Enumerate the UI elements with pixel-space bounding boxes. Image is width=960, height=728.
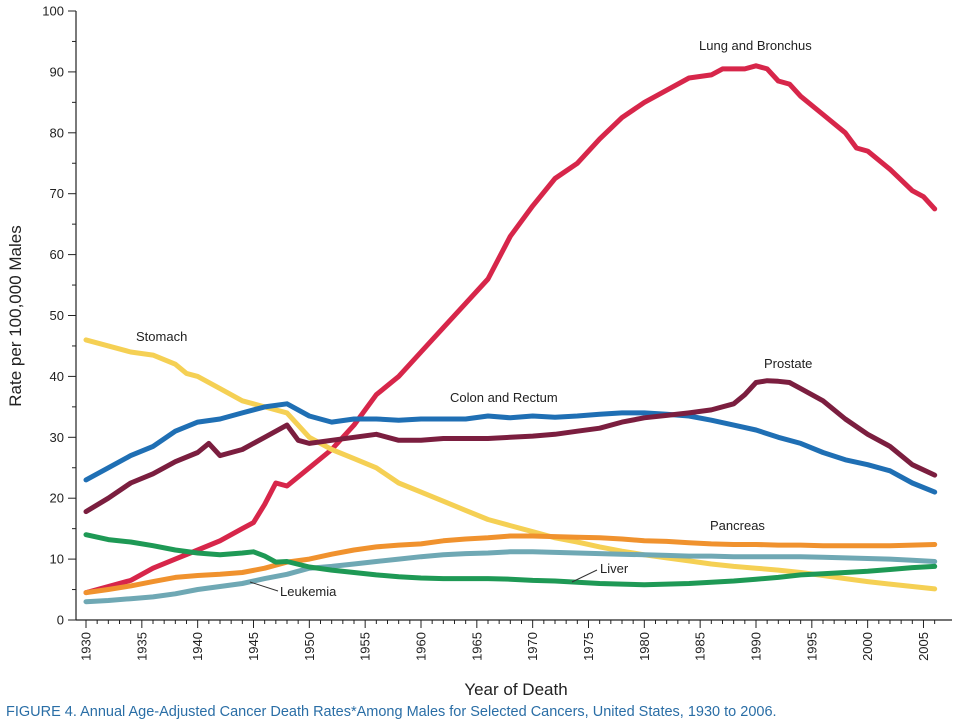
y-axis: 0 10 20 30 40 50 60 70 80 90 100 <box>42 4 77 628</box>
leukemia-leader-line <box>249 581 279 592</box>
x-tick-label: 1955 <box>358 632 373 661</box>
x-tick-label: 1990 <box>748 632 763 661</box>
x-tick-label: 1960 <box>413 632 428 661</box>
y-tick-label: 50 <box>50 308 64 323</box>
y-tick-label: 20 <box>50 491 64 506</box>
series-line-pancreas <box>83 533 938 596</box>
series-lines <box>83 63 938 605</box>
y-tick-label: 80 <box>50 125 64 140</box>
series-line-stomach <box>83 337 938 592</box>
x-tick-label: 1985 <box>693 632 708 661</box>
series-label-pancreas: Pancreas <box>710 518 765 533</box>
y-tick-label: 10 <box>50 552 64 567</box>
x-tick-label: 2000 <box>860 632 875 661</box>
y-tick-label: 0 <box>57 613 64 628</box>
series-label-leukemia: Leukemia <box>280 584 337 599</box>
x-tick-label: 1930 <box>79 632 94 661</box>
series-line-colon-and-rectum <box>83 401 938 495</box>
x-tick-label: 1940 <box>190 632 205 661</box>
y-tick-label: 90 <box>50 64 64 79</box>
x-tick-label: 1975 <box>581 632 596 661</box>
series-labels: Lung and Bronchus Stomach Colon and Rect… <box>136 38 812 599</box>
liver-leader-line <box>571 569 598 583</box>
y-axis-title: Rate per 100,000 Males <box>6 225 25 406</box>
figure-caption: FIGURE 4. Annual Age-Adjusted Cancer Dea… <box>6 704 777 720</box>
series-line-leukemia <box>83 532 938 588</box>
series-line-lung-and-bronchus <box>83 63 938 596</box>
y-tick-label: 40 <box>50 369 64 384</box>
x-tick-label: 1970 <box>525 632 540 661</box>
x-tick-label: 1950 <box>302 632 317 661</box>
x-tick-label: 1945 <box>246 632 261 661</box>
x-tick-label: 1980 <box>637 632 652 661</box>
x-axis: 1930 1935 1940 1945 1950 1955 1960 1965 1970 1975… <box>76 619 952 661</box>
series-line-liver <box>83 549 938 605</box>
x-tick-label: 2005 <box>916 632 931 661</box>
x-tick-label: 1935 <box>134 632 149 661</box>
label-leader-lines <box>249 569 598 592</box>
x-tick-label: 1965 <box>469 632 484 661</box>
series-label-lung-and-bronchus: Lung and Bronchus <box>699 38 812 53</box>
series-line-prostate <box>83 378 938 515</box>
y-tick-label: 70 <box>50 186 64 201</box>
y-tick-label: 60 <box>50 247 64 262</box>
series-label-stomach: Stomach <box>136 329 187 344</box>
x-tick-label: 1995 <box>804 632 819 661</box>
x-axis-title: Year of Death <box>464 680 567 699</box>
series-label-liver: Liver <box>600 561 629 576</box>
series-label-colon-and-rectum: Colon and Rectum <box>450 390 558 405</box>
series-label-prostate: Prostate <box>764 356 812 371</box>
y-tick-label: 100 <box>42 4 64 19</box>
y-tick-label: 30 <box>50 430 64 445</box>
